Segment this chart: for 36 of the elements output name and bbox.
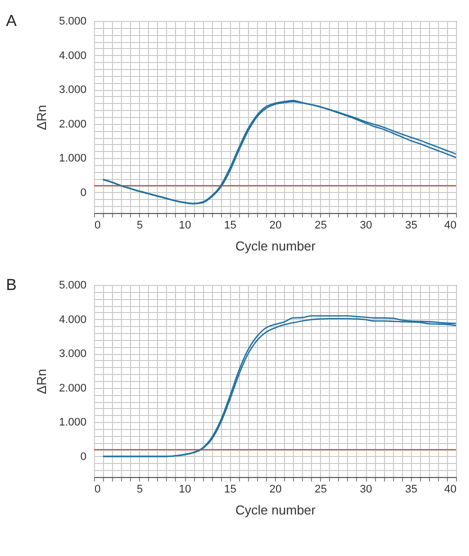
y-tick-label: 0	[80, 186, 86, 199]
x-axis-title: Cycle number	[235, 238, 316, 254]
y-tick-label: 4.000	[58, 314, 86, 326]
y-axis-title: ΔRn	[34, 104, 49, 130]
x-tick-label: 10	[178, 220, 192, 232]
x-tick-label: 25	[314, 220, 327, 232]
x-tick-label: 40	[444, 220, 456, 232]
x-tick-label: 5	[136, 220, 143, 232]
y-tick-label: 3.000	[58, 348, 86, 360]
chart-title: A	[6, 13, 17, 30]
x-tick-label: 0	[94, 220, 101, 232]
y-tick-label: 1.000	[58, 416, 86, 429]
y-tick-label: 2.000	[58, 118, 86, 130]
y-tick-label: 3.000	[58, 84, 86, 96]
x-tick-label: 20	[269, 220, 282, 232]
y-tick-label: 4.000	[58, 50, 86, 62]
x-tick-label: 0	[94, 484, 101, 496]
x-tick-label: 5	[136, 484, 143, 496]
x-tick-label: 15	[224, 220, 236, 232]
x-tick-label: 15	[224, 484, 236, 496]
x-tick-label: 35	[405, 484, 418, 496]
x-tick-label: 30	[360, 484, 372, 496]
x-tick-label: 25	[314, 484, 327, 496]
x-tick-label: 40	[444, 484, 456, 496]
chart-title: B	[6, 277, 17, 294]
x-tick-label: 30	[360, 220, 372, 232]
x-axis-title: Cycle number	[235, 502, 316, 518]
x-tick-label: 35	[405, 220, 418, 232]
y-tick-label: 5.000	[58, 16, 86, 28]
x-tick-label: 10	[178, 484, 192, 496]
x-tick-label: 20	[269, 484, 282, 496]
y-tick-label: 0	[80, 450, 86, 463]
y-tick-label: 2.000	[58, 382, 86, 394]
y-tick-label: 1.000	[58, 152, 86, 165]
y-tick-label: 5.000	[58, 280, 86, 292]
y-axis-title: ΔRn	[34, 368, 49, 394]
